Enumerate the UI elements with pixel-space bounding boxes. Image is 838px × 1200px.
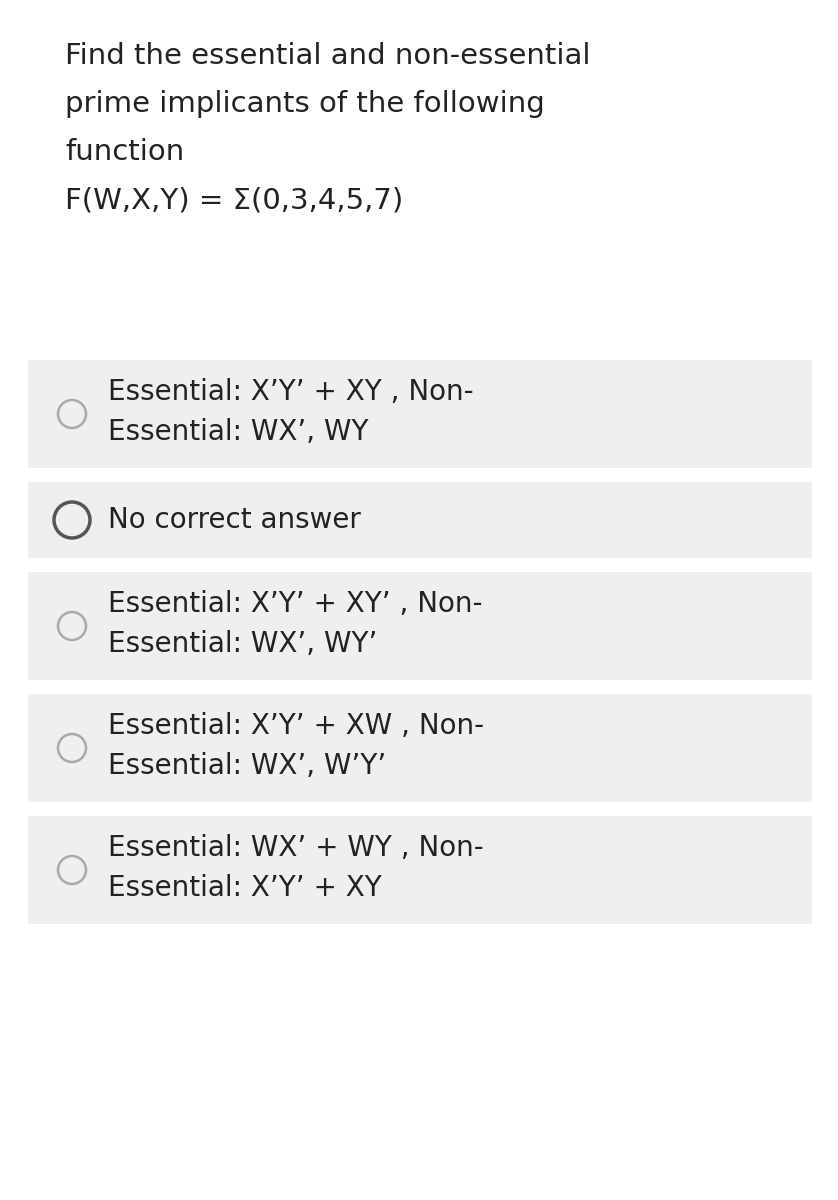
Text: Essential: WX’ + WY , Non-: Essential: WX’ + WY , Non-: [108, 834, 484, 862]
Text: Essential: X’Y’ + XY , Non-: Essential: X’Y’ + XY , Non-: [108, 378, 473, 406]
Text: Essential: WX’, W’Y’: Essential: WX’, W’Y’: [108, 752, 386, 780]
Text: function: function: [65, 138, 184, 166]
FancyBboxPatch shape: [28, 360, 812, 468]
Text: Essential: X’Y’ + XW , Non-: Essential: X’Y’ + XW , Non-: [108, 712, 484, 740]
FancyBboxPatch shape: [28, 816, 812, 924]
Text: Essential: X’Y’ + XY: Essential: X’Y’ + XY: [108, 874, 382, 902]
Text: Find the essential and non-essential: Find the essential and non-essential: [65, 42, 591, 70]
FancyBboxPatch shape: [28, 482, 812, 558]
FancyBboxPatch shape: [28, 694, 812, 802]
FancyBboxPatch shape: [28, 572, 812, 680]
Text: No correct answer: No correct answer: [108, 506, 361, 534]
Text: prime implicants of the following: prime implicants of the following: [65, 90, 545, 118]
Text: Essential: WX’, WY: Essential: WX’, WY: [108, 418, 369, 446]
Text: Essential: X’Y’ + XY’ , Non-: Essential: X’Y’ + XY’ , Non-: [108, 590, 483, 618]
Text: F(W,X,Y) = Σ(0,3,4,5,7): F(W,X,Y) = Σ(0,3,4,5,7): [65, 186, 403, 214]
Text: Essential: WX’, WY’: Essential: WX’, WY’: [108, 630, 377, 658]
